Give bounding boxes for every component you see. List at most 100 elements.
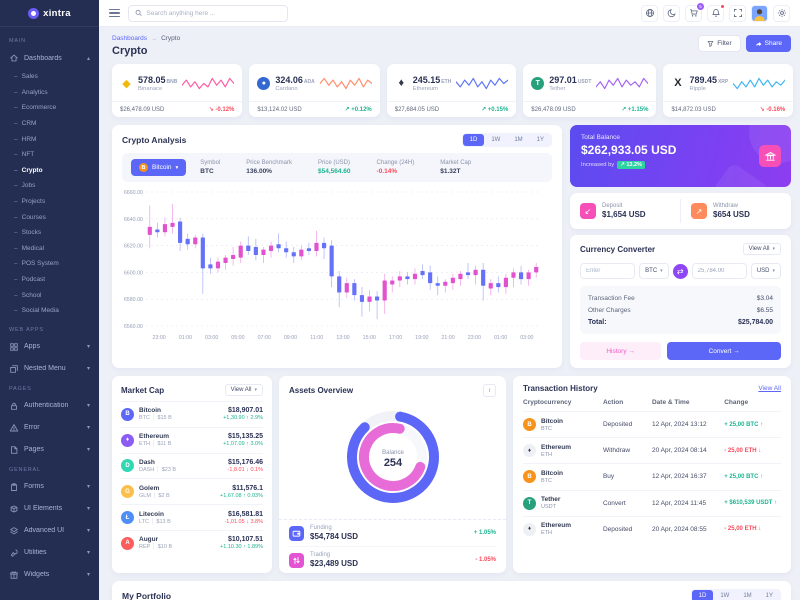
portfolio-range-1m[interactable]: 1M xyxy=(736,590,758,600)
bank-button[interactable] xyxy=(759,145,781,167)
market-coin-info: Augur REP │ $10 B xyxy=(139,536,172,550)
language-button[interactable] xyxy=(641,4,658,22)
sidebar-subitem-hrm[interactable]: HRM xyxy=(0,131,99,147)
convert-to-input[interactable] xyxy=(691,263,747,279)
sidebar-item-forms[interactable]: Forms xyxy=(0,476,99,498)
share-button[interactable]: Share xyxy=(745,35,791,52)
tx-coin-symbol: BTC xyxy=(541,425,552,432)
withdraw-item[interactable]: Withdraw $654 USD xyxy=(680,199,791,223)
coin-select-dropdown[interactable]: B Bitcoin xyxy=(131,159,187,176)
cart-button[interactable]: 5 xyxy=(685,2,704,22)
transaction-row-4[interactable]: T Tether USDT Convert 12 Apr, 2024 11:45 + $6… xyxy=(523,489,781,516)
svg-text:03:00: 03:00 xyxy=(205,335,218,341)
market-row-ltc[interactable]: Ł Litecoin LTC │ $13 B $16,581.81 -1,01.05 ↓ 3… xyxy=(121,504,263,530)
fullscreen-button[interactable] xyxy=(729,4,746,22)
market-row-glm[interactable]: G Golem GLM │ $2 B $11,576.1 +1,67.08 ↑ 0.03% xyxy=(121,478,263,504)
analysis-range-1y[interactable]: 1Y xyxy=(530,134,551,146)
chevron-down-icon xyxy=(87,365,90,372)
filter-button[interactable]: Filter xyxy=(698,35,741,52)
stat-card-eth[interactable]: ♦ 245.15ETH Ethereum $27,684.05 USD ↗ +0.15% xyxy=(386,64,517,117)
market-row-eth[interactable]: ♦ Ethereum ETH │ $11 B $15,135.25 +1,07.09 ↑ 3… xyxy=(121,426,263,453)
ethereum-icon: ♦ xyxy=(523,444,536,458)
transactions-view-all-link[interactable]: View All xyxy=(758,385,781,392)
market-row-rep[interactable]: A Augur REP │ $10 B $10,107.51 +1,10.30 ↑ 1.89… xyxy=(121,529,263,556)
stat-card-xrp[interactable]: X 789.45XRP Ripple $14,872.03 USD ↘ -0.16% xyxy=(663,64,794,117)
stat-card-usdt[interactable]: T 297.01USDT Tether $26,478.09 USD ↗ +1.15% xyxy=(523,64,657,117)
portfolio-range-1w[interactable]: 1W xyxy=(713,590,736,600)
from-currency-select[interactable]: BTC xyxy=(639,263,669,279)
swap-currencies-button[interactable] xyxy=(672,263,688,279)
to-currency-select[interactable]: USD xyxy=(750,263,782,279)
sidebar-item-ui-elements[interactable]: UI Elements xyxy=(0,498,99,520)
convert-button[interactable]: Convert → xyxy=(667,342,781,360)
sidebar-item-advanced-ui[interactable]: Advanced UI xyxy=(0,520,99,542)
svg-text:21:00: 21:00 xyxy=(441,335,454,341)
sidebar-subitem-podcast[interactable]: Podcast xyxy=(0,272,99,288)
sidebar-subitem-medical[interactable]: Medical xyxy=(0,241,99,257)
transaction-row-3[interactable]: B Bitcoin BTC Buy 12 Apr, 2024 16:37 + 25,00 … xyxy=(523,463,781,489)
sidebar-subitem-crm[interactable]: CRM xyxy=(0,116,99,132)
convert-from-input[interactable] xyxy=(580,263,636,279)
tx-col-change: Change xyxy=(724,399,749,406)
svg-text:11:00: 11:00 xyxy=(310,335,323,341)
alert-icon xyxy=(9,423,19,433)
sidebar-item-utilities[interactable]: Utilities xyxy=(0,542,99,564)
svg-text:6640.00: 6640.00 xyxy=(124,217,143,223)
transaction-row-1[interactable]: B Bitcoin BTC Deposited 12 Apr, 2024 13:12 + … xyxy=(523,411,781,437)
portfolio-range-1d[interactable]: 1D xyxy=(691,590,714,600)
search-input[interactable] xyxy=(146,9,281,17)
history-button[interactable]: History → xyxy=(580,342,662,360)
sidebar-item-error[interactable]: Error xyxy=(0,417,99,439)
sidebar-subitem-sales[interactable]: Sales xyxy=(0,69,99,85)
transaction-row-5[interactable]: ♦ Ethereum ETH Deposited 20 Apr, 2024 08:55 -… xyxy=(523,515,781,542)
sidebar-subitem-crypto[interactable]: Crypto xyxy=(0,163,99,179)
fee-row-total-: Total: $25,784.00 xyxy=(588,316,773,328)
sidebar-subitem-ecommerce[interactable]: Ecommerce xyxy=(0,100,99,116)
svg-text:23:00: 23:00 xyxy=(153,335,166,341)
notifications-button[interactable] xyxy=(707,3,725,22)
menu-toggle-icon[interactable] xyxy=(109,8,120,18)
sidebar-item-authentication[interactable]: Authentication xyxy=(0,395,99,417)
transaction-row-2[interactable]: ♦ Ethereum ETH Withdraw 20 Apr, 2024 08:14 - … xyxy=(523,437,781,463)
analysis-range-1m[interactable]: 1M xyxy=(507,134,529,146)
sidebar-item-widgets[interactable]: Widgets xyxy=(0,564,99,586)
sidebar-item-apps[interactable]: Apps xyxy=(0,336,99,358)
user-avatar[interactable] xyxy=(751,4,768,22)
settings-button[interactable] xyxy=(773,4,790,22)
sidebar-subitem-stocks[interactable]: Stocks xyxy=(0,225,99,241)
market-row-btc[interactable]: B Bitcoin BTC │ $15 B $18,907.01 +1,30.90 ↑ 2.… xyxy=(121,401,263,427)
sidebar-subitem-pos-system[interactable]: POS System xyxy=(0,256,99,272)
search-box xyxy=(128,4,288,22)
sidebar-subitem-jobs[interactable]: Jobs xyxy=(0,178,99,194)
breadcrumb-dashboards[interactable]: Dashboards xyxy=(112,35,148,42)
sidebar-subitem-nft[interactable]: NFT xyxy=(0,147,99,163)
svg-text:03:00: 03:00 xyxy=(520,335,533,341)
sidebar-item-pages[interactable]: Pages xyxy=(0,439,99,461)
analysis-range-1w[interactable]: 1W xyxy=(484,134,507,146)
stat-card-bnb[interactable]: ◆ 578.05BNB Binanace $26,478.09 USD ↘ -0.12% xyxy=(112,64,243,117)
sidebar-subitem-school[interactable]: School xyxy=(0,287,99,303)
assets-overview-card: Assets Overview i Balance 254 Funding $54,… xyxy=(279,376,506,573)
portfolio-range-1y[interactable]: 1Y xyxy=(759,590,780,600)
market-row-dash[interactable]: D Dash DASH │ $23 B $15,176.46 -1,8.01 ↓ 0.1% xyxy=(121,452,263,479)
stat-card-ada[interactable]: ● 324.06ADA Cardano $13,124.02 USD ↗ +0.12% xyxy=(249,64,380,117)
sidebar-subitem-courses[interactable]: Courses xyxy=(0,209,99,225)
analysis-stat-price-usd-: Price (USD) $54,564.60 xyxy=(318,160,351,175)
market-cap-view-all-button[interactable]: View All xyxy=(224,384,263,396)
transaction-history-card: Transaction History View All Cryptocurre… xyxy=(513,376,791,573)
sidebar-item-nested-menu[interactable]: Nested Menu xyxy=(0,358,99,380)
converter-view-all-button[interactable]: View All xyxy=(742,243,781,255)
sidebar-subitem-social-media[interactable]: Social Media xyxy=(0,303,99,319)
brand-logo[interactable]: xintra xyxy=(0,0,99,27)
deposit-item[interactable]: Deposit $1,654 USD xyxy=(570,199,680,223)
market-coin-values: $15,135.25 +1,07.09 ↑ 3.0% xyxy=(223,433,263,447)
stat-usd-value: $26,478.09 USD xyxy=(120,106,165,113)
sidebar-item-label: Utilities xyxy=(24,549,47,556)
stack-icon xyxy=(9,364,19,374)
dark-mode-button[interactable] xyxy=(663,4,680,22)
sidebar-subitem-projects[interactable]: Projects xyxy=(0,194,99,210)
sidebar-subitem-analytics[interactable]: Analytics xyxy=(0,85,99,101)
analysis-range-1d[interactable]: 1D xyxy=(462,134,485,146)
info-button[interactable]: i xyxy=(483,384,496,397)
sidebar-item-dashboards[interactable]: Dashboards xyxy=(0,47,99,69)
